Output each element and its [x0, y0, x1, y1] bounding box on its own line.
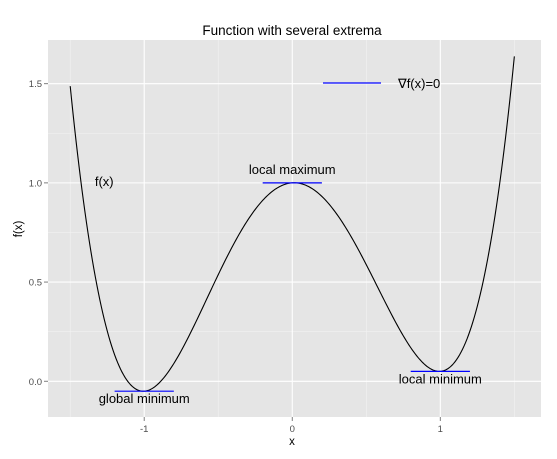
y-tick-label: 0.0 — [29, 377, 42, 388]
annotation-label: global minimum — [99, 391, 190, 406]
annotation-label: f(x) — [95, 174, 114, 189]
annotation-label: local minimum — [399, 371, 482, 386]
legend-label: ∇f(x)=0 — [397, 76, 440, 91]
chart-title: Function with several extrema — [202, 23, 382, 38]
x-axis-title: x — [289, 436, 295, 448]
y-tick-label: 1.5 — [29, 79, 42, 90]
annotation-label: local maximum — [249, 162, 336, 177]
legend: ∇f(x)=0 — [323, 76, 440, 91]
x-tick-label: -1 — [140, 424, 148, 435]
y-tick-label: 1.0 — [29, 178, 42, 189]
y-tick-label: 0.5 — [29, 278, 42, 289]
axis-ticks: -1 0 1 0.0 0.5 1.0 1.5 — [29, 79, 443, 435]
annotations: global minimum local maximum local minimum… — [95, 162, 482, 406]
x-tick-label: 1 — [438, 424, 443, 435]
x-tick-label: 0 — [290, 424, 295, 435]
tangent-lines — [114, 182, 470, 392]
minor-gridlines — [48, 40, 541, 417]
plot-panel — [48, 40, 541, 417]
y-axis-title: f(x) — [13, 221, 25, 238]
